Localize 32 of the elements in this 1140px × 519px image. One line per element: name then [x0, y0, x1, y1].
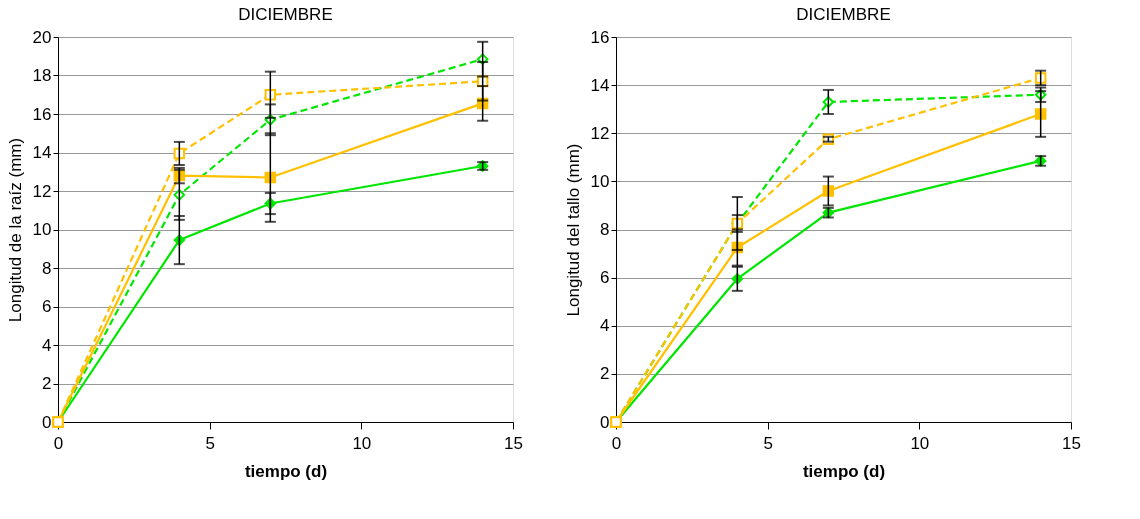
y-tick-label: 8 [600, 220, 610, 239]
chart-title: DICIEMBRE [238, 5, 333, 24]
chart-title: DICIEMBRE [796, 5, 891, 24]
y-tick-label: 0 [600, 412, 610, 432]
y-tick-label: 16 [590, 27, 610, 47]
x-axis-title: tiempo (d) [244, 461, 328, 481]
y-tick-label: 16 [32, 104, 52, 124]
y-axis-title: Longitud del tallo (mm) [563, 143, 583, 317]
y-tick-label: 4 [42, 335, 52, 355]
x-tick-label: 5 [205, 433, 215, 453]
y-tick-label: 6 [600, 268, 610, 288]
x-tick-label: 15 [1062, 433, 1081, 453]
y-axis-title: Longitud de la raíz (mm) [5, 137, 25, 323]
x-tick-label: 10 [910, 433, 930, 453]
y-tick-label: 6 [42, 297, 52, 316]
y-tick-label: 10 [32, 220, 52, 239]
x-tick-label: 5 [763, 433, 773, 453]
y-tick-label: 2 [42, 374, 52, 393]
y-tick-label: 14 [32, 143, 52, 162]
y-tick-label: 0 [42, 412, 52, 432]
y-tick-label: 4 [600, 316, 610, 336]
y-tick-label: 12 [32, 181, 52, 201]
y-tick-label: 10 [590, 171, 610, 191]
x-axis-title: tiempo (d) [802, 461, 886, 481]
y-tick-label: 20 [32, 27, 52, 47]
x-tick-label: 10 [352, 433, 372, 453]
y-tick-label: 8 [42, 258, 52, 278]
y-tick-label: 2 [600, 364, 610, 384]
y-tick-label: 12 [590, 123, 610, 143]
y-tick-label: 14 [590, 75, 610, 95]
x-tick-label: 15 [504, 433, 523, 453]
y-tick-label: 18 [32, 66, 52, 85]
